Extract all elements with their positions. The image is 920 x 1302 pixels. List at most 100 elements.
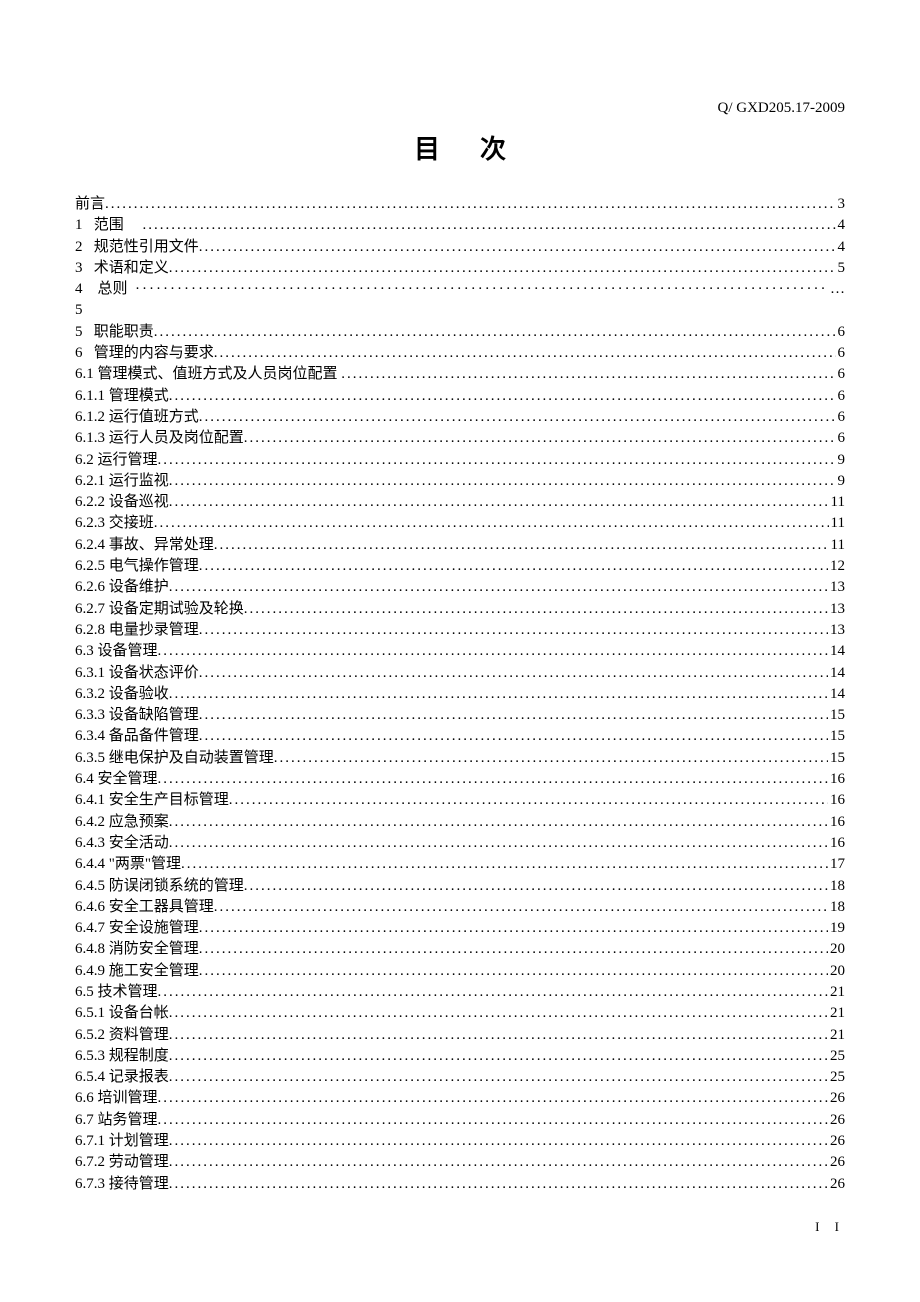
- toc-leader-dots: ........................................…: [199, 939, 828, 960]
- toc-label: 3 术语和定义: [75, 258, 169, 279]
- toc-leader-dots: ........................................…: [199, 961, 828, 982]
- toc-label: 6.5.2 资料管理: [75, 1025, 169, 1046]
- toc-page-number: 6: [836, 322, 846, 343]
- toc-row: 4 总则 ···································…: [75, 279, 845, 300]
- toc-page-number: 18: [828, 897, 845, 918]
- toc-leader-dots: ........................................…: [199, 556, 828, 577]
- toc-row: 前言......................................…: [75, 194, 845, 215]
- toc-page-number: 25: [828, 1067, 845, 1088]
- toc-leader-dots: ........................................…: [199, 726, 828, 747]
- toc-leader-dots: ........................................…: [169, 1046, 828, 1067]
- toc-leader-dots: ........................................…: [158, 641, 828, 662]
- toc-row: 6.3.1 设备状态评价............................…: [75, 663, 845, 684]
- toc-page-number: 9: [836, 471, 846, 492]
- toc-row: 6.1 管理模式、值班方式及人员岗位配置 ...................…: [75, 364, 845, 385]
- toc-label: 6.5 技术管理: [75, 982, 158, 1003]
- toc-row: 6.4.5 防误闭锁系统的管理.........................…: [75, 876, 845, 897]
- toc-label: 6.7.1 计划管理: [75, 1131, 169, 1152]
- toc-row: 6.7 站务管理................................…: [75, 1110, 845, 1131]
- toc-row: 6.4.2 应急预案..............................…: [75, 812, 845, 833]
- toc-label: 6.2.4 事故、异常处理: [75, 535, 214, 556]
- toc-page-number: 17: [828, 854, 845, 875]
- toc-leader-dots: ........................................…: [105, 194, 835, 215]
- toc-label: 6.4.1 安全生产目标管理: [75, 790, 229, 811]
- toc-row: 6.4.8 消防安全管理............................…: [75, 939, 845, 960]
- toc-row: 6.2.2 设备巡视..............................…: [75, 492, 845, 513]
- toc-page-number: 19: [828, 918, 845, 939]
- toc-page-number: 4: [836, 237, 846, 258]
- toc-row: 6.7.1 计划管理..............................…: [75, 1131, 845, 1152]
- toc-row: 6.6 培训管理................................…: [75, 1088, 845, 1109]
- toc-page-number: 26: [828, 1131, 845, 1152]
- toc-page-number: 20: [828, 939, 845, 960]
- toc-row: 6.1.2 运行值班方式............................…: [75, 407, 845, 428]
- toc-row: 6.3.5 继电保护及自动装置管理.......................…: [75, 748, 845, 769]
- toc-page-number: 14: [828, 663, 845, 684]
- toc-row: 6.2.8 电量抄录管理............................…: [75, 620, 845, 641]
- toc-leader-dots: ........................................…: [154, 513, 829, 534]
- toc-page-number: 11: [829, 492, 845, 513]
- toc-label: 4 总则: [75, 279, 135, 300]
- toc-row: 6.3.3 设备缺陷管理............................…: [75, 705, 845, 726]
- toc-label: 6.1.1 管理模式: [75, 386, 169, 407]
- toc-label: 6.2.1 运行监视: [75, 471, 169, 492]
- toc-page-number: 14: [828, 641, 845, 662]
- toc-row: 6.3.2 设备验收..............................…: [75, 684, 845, 705]
- toc-leader-dots: ........................................…: [214, 897, 828, 918]
- toc-page-number: 16: [828, 769, 845, 790]
- toc-label: 6.1.3 运行人员及岗位配置: [75, 428, 244, 449]
- toc-leader-dots: ........................................…: [169, 684, 828, 705]
- toc-leader-dots: ........................................…: [229, 790, 828, 811]
- toc-row: 6.4 安全管理................................…: [75, 769, 845, 790]
- toc-page-number: 25: [828, 1046, 845, 1067]
- toc-page-number: …: [828, 279, 845, 300]
- toc-label: 6.2.7 设备定期试验及轮换: [75, 599, 244, 620]
- toc-leader-dots: ........................................…: [169, 1131, 828, 1152]
- toc-row: 6 管理的内容与要求..............................…: [75, 343, 845, 364]
- toc-page-number: 4: [836, 215, 846, 236]
- toc-label: 5 职能职责: [75, 322, 154, 343]
- toc-row: 6.4.1 安全生产目标管理..........................…: [75, 790, 845, 811]
- toc-row: 6.2.3 交接班...............................…: [75, 513, 845, 534]
- toc-label: 6 管理的内容与要求: [75, 343, 214, 364]
- toc-label: 6.2.3 交接班: [75, 513, 154, 534]
- toc-label: 6.4.7 安全设施管理: [75, 918, 199, 939]
- toc-leader-dots: ........................................…: [169, 1067, 828, 1088]
- toc-leader-dots: ........................................…: [169, 1003, 828, 1024]
- toc-row: 6.2.1 运行监视..............................…: [75, 471, 845, 492]
- toc-label: 6.2.2 设备巡视: [75, 492, 169, 513]
- toc-page-number: 14: [828, 684, 845, 705]
- toc-page-number: 6: [836, 407, 846, 428]
- toc-label: 6.4.9 施工安全管理: [75, 961, 199, 982]
- toc-page-number: 13: [828, 577, 845, 598]
- toc-page-number: 9: [836, 450, 846, 471]
- toc-label: 6.3.3 设备缺陷管理: [75, 705, 199, 726]
- toc-leader-dots: ········································…: [135, 279, 828, 300]
- toc-label: 6.7.3 接待管理: [75, 1174, 169, 1195]
- toc-label: 6.7.2 劳动管理: [75, 1152, 169, 1173]
- toc-row: 1 范围 ...................................…: [75, 215, 845, 236]
- toc-page-number: 20: [828, 961, 845, 982]
- toc-page-number: 26: [828, 1174, 845, 1195]
- toc-row: 6.2.5 电气操作管理............................…: [75, 556, 845, 577]
- toc-label: 6.4.6 安全工器具管理: [75, 897, 214, 918]
- toc-label: 6.5.4 记录报表: [75, 1067, 169, 1088]
- toc-row: 6.5.3 规程制度..............................…: [75, 1046, 845, 1067]
- toc-leader-dots: ........................................…: [158, 1088, 828, 1109]
- toc-label: 6.2 运行管理: [75, 450, 158, 471]
- table-of-contents: 前言......................................…: [75, 194, 845, 1195]
- toc-page-number: 15: [828, 726, 845, 747]
- toc-leader-dots: ........................................…: [169, 471, 836, 492]
- toc-row: 3 术语和定义.................................…: [75, 258, 845, 279]
- toc-row: 6.5 技术管理................................…: [75, 982, 845, 1003]
- toc-leader-dots: ........................................…: [199, 918, 828, 939]
- toc-leader-dots: ........................................…: [199, 663, 828, 684]
- toc-label: 6.4.8 消防安全管理: [75, 939, 199, 960]
- toc-row: 6.2 运行管理................................…: [75, 450, 845, 471]
- toc-leader-dots: ........................................…: [199, 705, 828, 726]
- toc-leader-dots: ........................................…: [169, 1152, 828, 1173]
- toc-row: 6.4.7 安全设施管理............................…: [75, 918, 845, 939]
- toc-label: 6.1 管理模式、值班方式及人员岗位配置: [75, 364, 341, 385]
- toc-leader-dots: ........................................…: [169, 258, 836, 279]
- toc-row: 6.4.3 安全活动..............................…: [75, 833, 845, 854]
